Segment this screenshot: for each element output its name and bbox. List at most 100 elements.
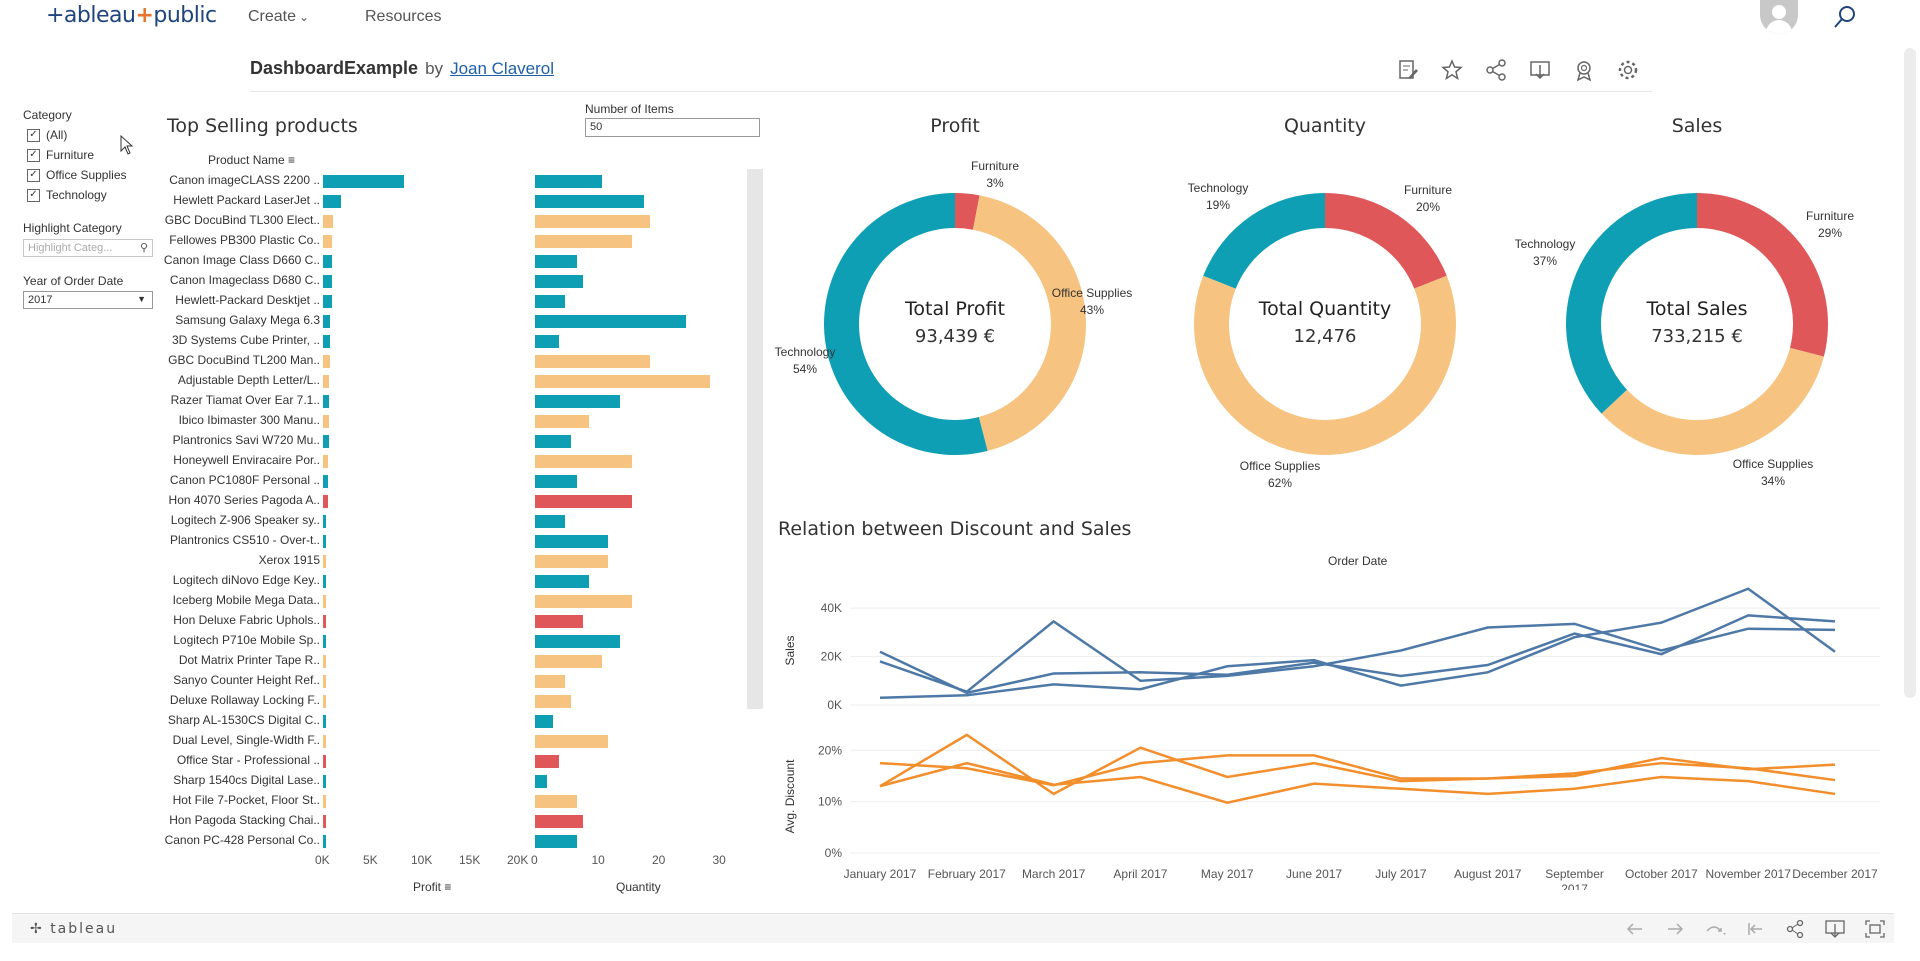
profit-bar[interactable] — [323, 475, 329, 488]
tableau-footer-logo[interactable]: ✢ tableau — [30, 921, 118, 937]
profit-bar[interactable] — [323, 335, 330, 348]
avatar[interactable] — [1760, 0, 1798, 34]
quantity-bar[interactable] — [535, 475, 578, 488]
quantity-bar[interactable] — [535, 275, 584, 288]
redo-icon[interactable] — [1664, 919, 1686, 939]
profit-bar[interactable] — [323, 455, 329, 468]
donut-slice-office-supplies[interactable] — [1601, 347, 1824, 455]
checkbox-checked-icon[interactable]: ✓ — [27, 148, 40, 162]
tableau-public-logo[interactable]: +ableau+public — [46, 3, 217, 28]
profit-bar[interactable] — [323, 435, 329, 448]
quantity-bar[interactable] — [535, 615, 584, 628]
fullscreen-icon[interactable] — [1864, 919, 1886, 939]
profit-bar[interactable] — [323, 755, 326, 768]
profit-bar[interactable] — [323, 235, 332, 248]
donut-slice-technology[interactable] — [824, 193, 988, 455]
quantity-bar[interactable] — [535, 515, 566, 528]
badge-icon[interactable] — [1572, 58, 1596, 82]
profit-bar[interactable] — [323, 415, 329, 428]
sort-icon[interactable]: ≡ — [288, 153, 296, 167]
donut-slice-furniture[interactable] — [1697, 193, 1828, 357]
quantity-bar[interactable] — [535, 635, 620, 648]
discount-line-furniture[interactable] — [879, 754, 1836, 787]
donut-slice-office-supplies[interactable] — [1194, 275, 1456, 455]
sales-line-technology[interactable] — [879, 587, 1836, 699]
profit-bar[interactable] — [323, 775, 326, 788]
profit-bar[interactable] — [323, 315, 331, 328]
donut-slice-technology[interactable] — [1203, 193, 1325, 289]
quantity-bar[interactable] — [535, 535, 608, 548]
resources-link[interactable]: Resources — [365, 8, 442, 25]
undo-icon[interactable] — [1624, 919, 1646, 939]
quantity-bar[interactable] — [535, 335, 560, 348]
quantity-bar[interactable] — [535, 495, 632, 508]
donut-slice-furniture[interactable] — [1325, 193, 1447, 289]
quantity-bar[interactable] — [535, 575, 590, 588]
profit-bar[interactable] — [323, 495, 329, 508]
checkbox-checked-icon[interactable]: ✓ — [27, 188, 40, 202]
profit-bar[interactable] — [323, 635, 326, 648]
vertical-scrollbar[interactable] — [747, 169, 763, 709]
page-scrollbar[interactable] — [1904, 48, 1916, 698]
quantity-bar[interactable] — [535, 415, 590, 428]
quantity-bar[interactable] — [535, 195, 644, 208]
create-menu[interactable]: Create ⌄ — [248, 8, 310, 25]
profit-bar[interactable] — [323, 795, 326, 808]
category-option-office-supplies[interactable]: ✓ Office Supplies — [27, 168, 127, 182]
quantity-bar[interactable] — [535, 555, 608, 568]
quantity-bar[interactable] — [535, 395, 620, 408]
quantity-bar[interactable] — [535, 795, 578, 808]
category-option-furniture[interactable]: ✓ Furniture — [27, 148, 94, 162]
quantity-bar[interactable] — [535, 595, 632, 608]
download-icon[interactable] — [1528, 58, 1552, 82]
profit-bar[interactable] — [323, 735, 326, 748]
number-of-items-input[interactable]: 50 — [585, 118, 760, 137]
quantity-bar[interactable] — [535, 775, 548, 788]
quantity-bar[interactable] — [535, 175, 602, 188]
profit-bar[interactable] — [323, 815, 326, 828]
profit-bar[interactable] — [323, 695, 326, 708]
quantity-bar[interactable] — [535, 675, 566, 688]
quantity-bar[interactable] — [535, 435, 572, 448]
favorite-star-icon[interactable] — [1440, 58, 1464, 82]
reset-icon[interactable] — [1744, 919, 1766, 939]
year-select[interactable]: 2017 ▼ — [23, 291, 153, 309]
quantity-bar[interactable] — [535, 835, 578, 848]
profit-bar[interactable] — [323, 675, 326, 688]
profit-bar[interactable] — [323, 215, 333, 228]
profit-bar[interactable] — [323, 195, 342, 208]
quantity-bar[interactable] — [535, 315, 687, 328]
donut-slice-office-supplies[interactable] — [972, 195, 1086, 451]
quantity-bar[interactable] — [535, 655, 602, 668]
quantity-bar[interactable] — [535, 755, 560, 768]
profit-bar[interactable] — [323, 535, 326, 548]
settings-gear-icon[interactable] — [1616, 58, 1640, 82]
category-option-all[interactable]: ✓ (All) — [27, 128, 67, 142]
highlight-category-input[interactable]: Highlight Categ... ⚲ — [23, 239, 153, 257]
profit-bar[interactable] — [323, 255, 332, 268]
profit-bar[interactable] — [323, 355, 330, 368]
quantity-bar[interactable] — [535, 375, 711, 388]
profit-bar[interactable] — [323, 575, 326, 588]
discount-line-office-supplies[interactable] — [879, 733, 1836, 796]
quantity-bar[interactable] — [535, 235, 632, 248]
donut-slice-technology[interactable] — [1566, 193, 1697, 414]
quantity-bar[interactable] — [535, 355, 650, 368]
profit-bar[interactable] — [323, 835, 326, 848]
download-icon[interactable] — [1824, 919, 1846, 939]
checkbox-checked-icon[interactable]: ✓ — [27, 128, 40, 142]
profit-bar[interactable] — [323, 715, 326, 728]
sales-line-office-supplies[interactable] — [879, 619, 1836, 694]
sales-line-furniture[interactable] — [879, 614, 1836, 695]
quantity-bar[interactable] — [535, 735, 608, 748]
share-icon[interactable] — [1784, 919, 1806, 939]
profit-bar[interactable] — [323, 295, 332, 308]
profit-bar[interactable] — [323, 375, 330, 388]
checkbox-checked-icon[interactable]: ✓ — [27, 168, 40, 182]
profit-bar[interactable] — [323, 395, 329, 408]
search-icon[interactable] — [1832, 4, 1858, 30]
profit-bar[interactable] — [323, 515, 327, 528]
quantity-bar[interactable] — [535, 255, 578, 268]
quantity-bar[interactable] — [535, 455, 632, 468]
revert-icon[interactable] — [1704, 919, 1726, 939]
